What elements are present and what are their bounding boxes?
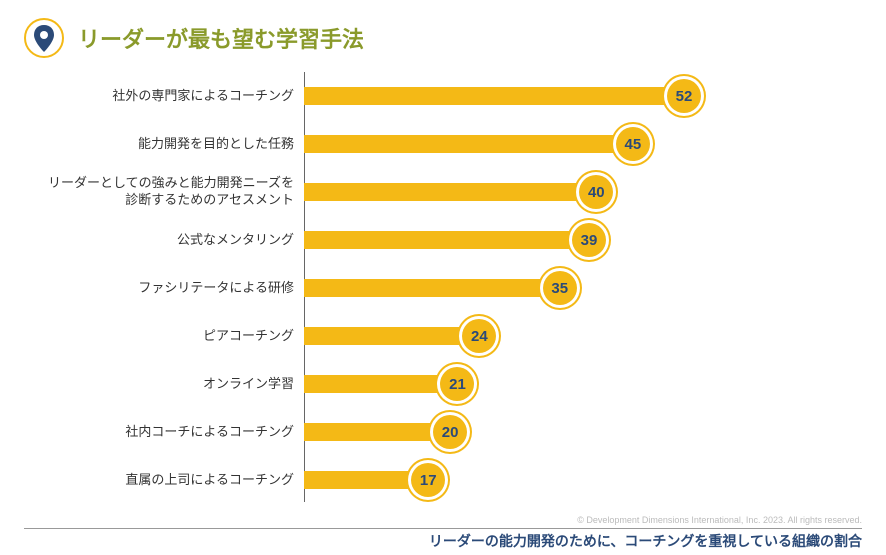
bar-value-knob: 39 xyxy=(572,223,606,257)
bar-row: リーダーとしての強みと能力開発ニーズを 診断するためのアセスメント40 xyxy=(304,168,862,216)
bar-row: 公式なメンタリング39 xyxy=(304,216,862,264)
bar xyxy=(304,135,633,153)
bar-value-knob: 24 xyxy=(462,319,496,353)
bar-row: ファシリテータによる研修35 xyxy=(304,264,862,312)
bar-chart: 社外の専門家によるコーチング52能力開発を目的とした任務45リーダーとしての強み… xyxy=(24,72,862,512)
footer-text: リーダーの能力開発のために、コーチングを重視している組織の割合 xyxy=(429,531,862,551)
footer-divider xyxy=(24,528,862,529)
bar-row: 能力開発を目的とした任務45 xyxy=(304,120,862,168)
bar xyxy=(304,231,589,249)
bar-label: ファシリテータによる研修 xyxy=(24,280,294,297)
bar-row: オンライン学習21 xyxy=(304,360,862,408)
bar-value-knob: 35 xyxy=(543,271,577,305)
bar-label: 公式なメンタリング xyxy=(24,232,294,249)
bar xyxy=(304,375,457,393)
bar-value-knob: 45 xyxy=(616,127,650,161)
page: リーダーが最も望む学習手法 社外の専門家によるコーチング52能力開発を目的とした… xyxy=(0,0,886,555)
bar-label: ピアコーチング xyxy=(24,328,294,345)
bar-value-knob: 52 xyxy=(667,79,701,113)
bar-row: ピアコーチング24 xyxy=(304,312,862,360)
bar-label: 社内コーチによるコーチング xyxy=(24,424,294,441)
bar-row: 社外の専門家によるコーチング52 xyxy=(304,72,862,120)
page-title: リーダーが最も望む学習手法 xyxy=(78,22,364,54)
bar-label: 能力開発を目的とした任務 xyxy=(24,136,294,153)
map-pin-icon xyxy=(24,18,64,58)
bar xyxy=(304,183,596,201)
header: リーダーが最も望む学習手法 xyxy=(24,18,862,58)
bar xyxy=(304,327,479,345)
bar-label: 直属の上司によるコーチング xyxy=(24,472,294,489)
bar-label: リーダーとしての強みと能力開発ニーズを 診断するためのアセスメント xyxy=(24,175,294,209)
bar-label: 社外の専門家によるコーチング xyxy=(24,88,294,105)
bar-value-knob: 21 xyxy=(440,367,474,401)
bar-label: オンライン学習 xyxy=(24,376,294,393)
bar-row: 社内コーチによるコーチング20 xyxy=(304,408,862,456)
bar xyxy=(304,471,428,489)
bar xyxy=(304,423,450,441)
copyright-text: © Development Dimensions International, … xyxy=(577,515,862,525)
bar-value-knob: 40 xyxy=(579,175,613,209)
bar-value-knob: 17 xyxy=(411,463,445,497)
bar xyxy=(304,87,684,105)
bar-row: 直属の上司によるコーチング17 xyxy=(304,456,862,504)
bar-value-knob: 20 xyxy=(433,415,467,449)
bar xyxy=(304,279,560,297)
